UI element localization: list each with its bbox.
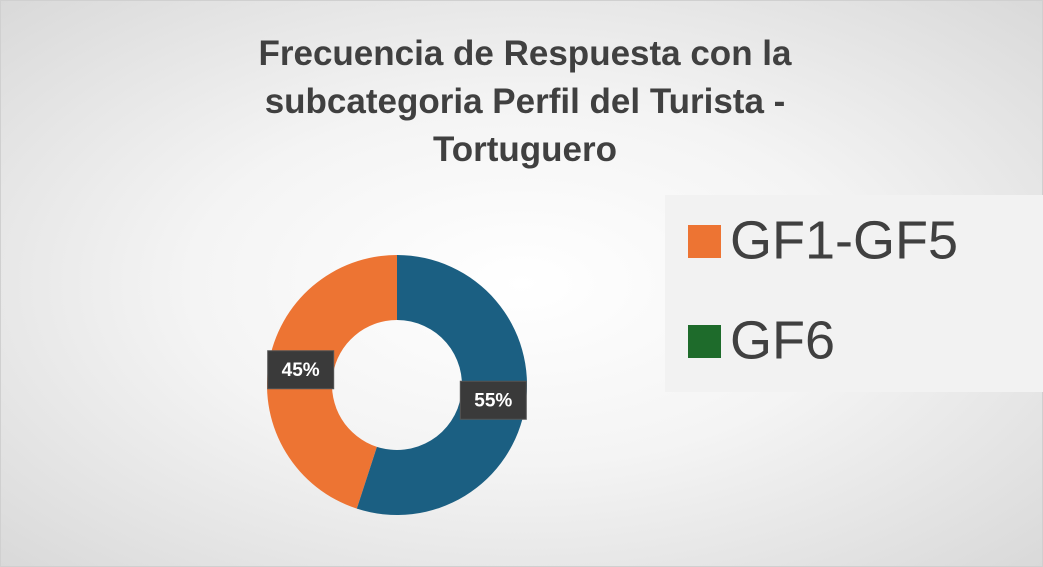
data-label: 45% — [282, 360, 320, 381]
data-label-box — [267, 350, 335, 390]
legend-label: GF6 — [730, 310, 835, 370]
chart-title: Frecuencia de Respuesta con la subcatego… — [258, 34, 792, 169]
legend-label: GF1-GF5 — [730, 210, 958, 270]
legend-box — [665, 195, 1043, 392]
legend-swatch — [688, 325, 721, 358]
donut-slice — [356, 255, 527, 515]
data-label: 55% — [474, 390, 512, 411]
legend-swatch — [688, 225, 721, 258]
data-label-box — [459, 380, 527, 420]
